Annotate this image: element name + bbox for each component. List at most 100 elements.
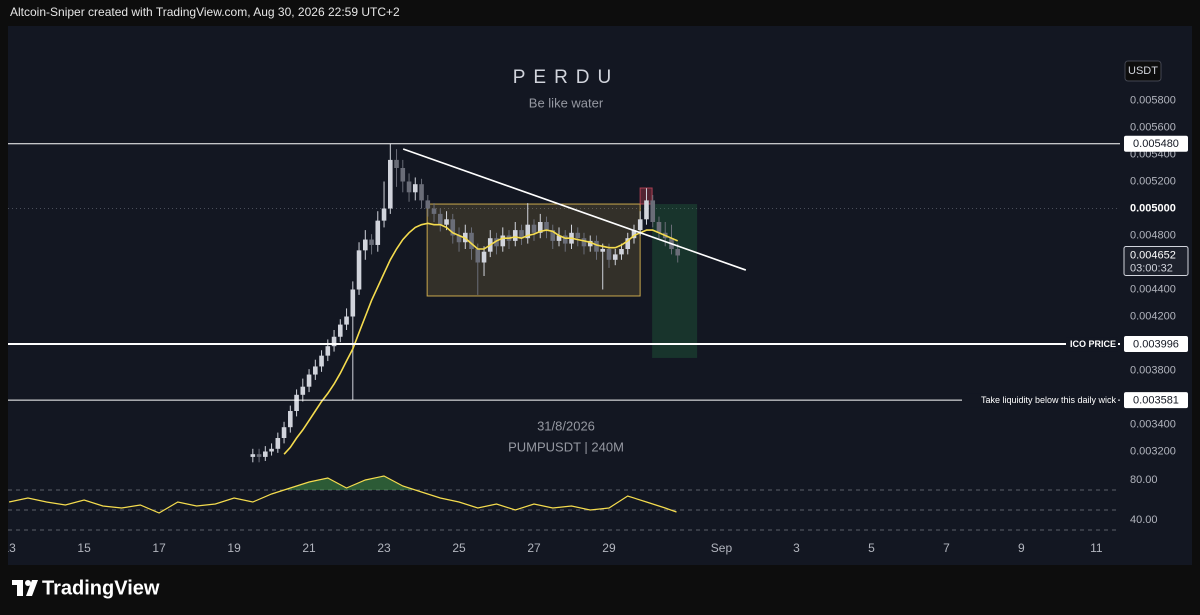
- x-tick-label: 3: [793, 541, 800, 555]
- x-tick-label: 17: [152, 541, 166, 555]
- y-tick-label: 0.005600: [1130, 121, 1176, 133]
- candle-body: [313, 366, 318, 375]
- candle-body: [394, 159, 399, 168]
- candle-body: [406, 181, 412, 193]
- footer-logo-icon: [12, 580, 38, 596]
- candle-body: [556, 235, 562, 241]
- y-tick-label: 0.004400: [1130, 283, 1176, 295]
- annotation: ICO PRICE: [1070, 339, 1116, 349]
- price-label: 0.005480: [1133, 138, 1179, 150]
- y-tick-label: 0.003200: [1130, 445, 1176, 457]
- candle-body: [587, 240, 593, 247]
- candle-body: [263, 451, 268, 457]
- candle-body: [550, 230, 556, 241]
- candle-body: [612, 254, 618, 260]
- candle-body: [400, 168, 406, 182]
- candle-body: [512, 230, 518, 241]
- x-tick-label: Sep: [711, 541, 733, 555]
- candle-body: [500, 235, 506, 247]
- candle-body: [388, 159, 393, 209]
- price-label-box: [1124, 392, 1188, 409]
- candle-body: [450, 219, 456, 236]
- x-tick-label: 27: [527, 541, 541, 555]
- annotation: Take liquidity below this daily wick: [981, 395, 1117, 405]
- rsi-overbought-fill: [9, 476, 677, 490]
- x-tick-label: 9: [1018, 541, 1025, 555]
- candle-body: [281, 427, 287, 438]
- x-tick-label: 13: [2, 541, 16, 555]
- rsi-tick-label: 40.00: [1130, 514, 1158, 526]
- last-price-countdown: 03:00:32: [1130, 262, 1173, 274]
- watermark-symbol: PUMPUSDT | 240M: [508, 439, 624, 454]
- header: Altcoin-Sniper created with TradingView.…: [10, 5, 400, 19]
- candle-body: [344, 316, 349, 325]
- candle-body: [544, 222, 549, 231]
- candle-body: [537, 222, 543, 233]
- candle-body: [294, 394, 299, 411]
- chart-subtitle: Be like water: [529, 95, 604, 110]
- y-tick-label: 0.005800: [1130, 94, 1176, 106]
- candle-body: [375, 220, 381, 245]
- y-tick-label: 0.004800: [1130, 229, 1176, 241]
- y-tick-label: 0.005200: [1130, 175, 1176, 187]
- candle-body: [494, 238, 499, 247]
- candle-body: [431, 208, 437, 214]
- candle-body: [331, 336, 337, 347]
- candle-body: [256, 454, 262, 457]
- x-tick-label: 5: [868, 541, 875, 555]
- candle-body: [325, 346, 331, 356]
- candle-body: [300, 386, 306, 395]
- candle-body: [469, 232, 474, 249]
- currency: USDT: [1128, 65, 1158, 77]
- last-price-label: 0.004652: [1130, 249, 1176, 261]
- candle-body: [475, 249, 481, 263]
- moving-average: [283, 222, 679, 455]
- candle-body: [412, 184, 418, 193]
- rsi-line: [8, 475, 677, 514]
- candle-body: [631, 230, 637, 239]
- candle-body: [581, 238, 587, 247]
- x-tick-label: 7: [943, 541, 950, 555]
- candle-body: [381, 208, 387, 221]
- x-tick-label: 19: [227, 541, 241, 555]
- x-tick-label: 11: [1090, 541, 1103, 555]
- candle-body: [531, 224, 537, 233]
- candle-body: [562, 235, 568, 244]
- annotation-bg: [962, 393, 1118, 408]
- candle-body: [650, 200, 656, 222]
- candle-body: [525, 224, 531, 239]
- candle-body: [250, 454, 256, 457]
- candle-body: [519, 230, 524, 239]
- price-label-box: [1124, 135, 1188, 152]
- candle-body: [350, 289, 356, 317]
- y-axis: 0.0058000.0056000.0054000.0052000.005000…: [1130, 94, 1176, 526]
- candle-body: [637, 219, 643, 231]
- x-tick-label: 21: [302, 541, 316, 555]
- plot-area: [8, 143, 1120, 531]
- x-axis: 13 15 17 19 21 23 25 27 29 Sep 3 5 7 9 11: [2, 541, 1103, 555]
- candle-body: [275, 438, 281, 449]
- candle-body: [675, 249, 681, 256]
- candle-body: [369, 239, 374, 245]
- candle-body: [594, 240, 599, 252]
- candle-body: [456, 235, 462, 243]
- x-tick-label: 29: [602, 541, 616, 555]
- currency-box: [1124, 60, 1162, 82]
- last-price-box: [1123, 245, 1189, 276]
- y-tick-label: 0.003400: [1130, 418, 1176, 430]
- candle-body: [619, 249, 624, 255]
- candle-body: [437, 213, 443, 225]
- x-tick-label: 25: [452, 541, 466, 555]
- candle-body: [656, 222, 662, 233]
- candle-body: [575, 232, 581, 239]
- candle-body: [288, 411, 293, 428]
- x-tick-label: 15: [77, 541, 91, 555]
- candle-body: [419, 184, 424, 201]
- candle-body: [644, 200, 649, 220]
- candle-body: [269, 448, 274, 452]
- candle-body: [425, 200, 431, 209]
- candle-body: [606, 249, 612, 260]
- chart-title: PERDU: [513, 67, 620, 88]
